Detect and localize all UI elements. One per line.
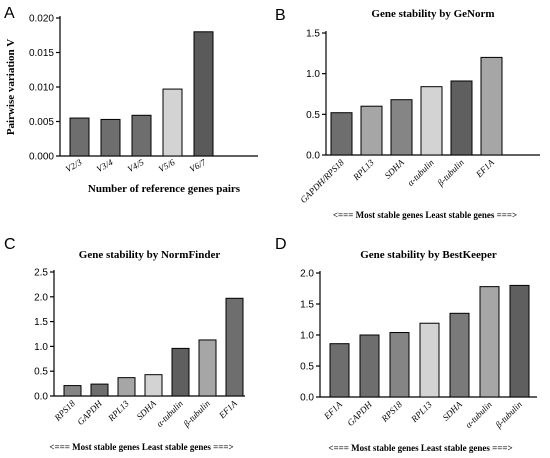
panel-d-letter: D: [275, 236, 287, 253]
panel-b-ytick-label: 1.0: [306, 69, 320, 80]
panel-d-category-label: SDHA: [441, 399, 465, 423]
panel-c-letter: C: [4, 236, 16, 253]
panel-c-category-label: α-tubulin: [154, 398, 185, 429]
panel-d-category-label: GAPDH: [345, 399, 374, 428]
panel-c-category-label: GAPDH: [75, 398, 104, 427]
panel-d-caption: <=== Most stable genes Least stable gene…: [328, 443, 512, 453]
panel-a-category-label: V2/3: [64, 157, 84, 174]
panel-b-caption: <=== Most stable genes Least stable gene…: [333, 210, 517, 220]
panel-d-bar: [359, 334, 380, 398]
panel-b-category-label: EF1A: [473, 157, 496, 180]
panel-c-ytick-label: 0.5: [34, 367, 48, 378]
panel-a-letter: A: [4, 5, 15, 22]
panel-c-bar: [171, 347, 190, 397]
panel-a-ytick-label: 0.020: [29, 14, 54, 25]
panel-d-ytick-label: 2.0: [300, 269, 314, 280]
panel-d-bar: [479, 286, 500, 398]
panel-b: B Gene stability by GeNorm 0.0 0.5 1.0 1.5 GA…: [275, 7, 540, 220]
panel-c-bar: [144, 374, 163, 397]
panel-a-ytick-label: 0.000: [29, 152, 54, 163]
panel-a-bar: [131, 114, 152, 157]
panel-a: A 0.000 0.005 0.010 0.015 0.020 V2/3 V3/4 V4/5 V…: [4, 5, 258, 195]
panel-c-bar: [90, 383, 109, 397]
panel-d-title: Gene stability by BestKeeper: [360, 249, 497, 261]
panel-a-category-label: V6/7: [188, 157, 208, 174]
panel-b-ytick-label: 0.5: [306, 110, 320, 121]
panel-b-ytick-label: 0.0: [306, 151, 320, 162]
panel-a-y-axis-label: Pairwise variation V: [5, 39, 17, 135]
panel-d-bar: [389, 332, 410, 398]
panel-c-category-label: RPL13: [105, 398, 131, 424]
panel-c-category-label: SDHA: [135, 398, 159, 422]
panel-c-category-label: RPS18: [52, 398, 77, 423]
panel-c-category-label: EF1A: [216, 398, 239, 421]
panel-a-bar: [193, 31, 214, 157]
panel-d-bar: [419, 322, 440, 398]
panel-b-bar: [390, 99, 413, 156]
panel-d: D Gene stability by BestKeeper 0.0 0.5 1.0 1…: [275, 236, 537, 453]
panel-b-category-label: RPL13: [350, 157, 376, 183]
panel-d-bar: [509, 284, 530, 398]
panel-d-category-label: RPS18: [379, 399, 404, 424]
panel-a-category-label: V3/4: [95, 157, 115, 174]
panel-b-letter: B: [275, 7, 286, 24]
panel-d-bar: [449, 312, 470, 398]
panel-b-bar: [420, 86, 443, 156]
panel-c-bar: [198, 339, 217, 397]
panel-b-bar: [360, 105, 383, 156]
panel-d-category-label: EF1A: [321, 399, 344, 422]
panel-c-category-label: β-tubulin: [181, 398, 212, 429]
panel-c-bar: [225, 297, 244, 397]
panel-c-caption: <=== Most stable genes Least stable gene…: [49, 442, 233, 452]
panel-b-category-label: GAPDH/RPS18: [298, 157, 346, 205]
panel-d-category-label: RPL13: [408, 399, 434, 425]
panel-c-ytick-label: 1.5: [34, 317, 48, 328]
panel-c-bar: [117, 377, 136, 397]
panel-a-bar: [100, 118, 121, 157]
panel-d-ytick-label: 1.0: [300, 331, 314, 342]
panel-d-bar: [329, 343, 350, 398]
panel-a-x-axis-label: Number of reference genes pairs: [88, 183, 241, 195]
panel-a-ytick-label: 0.015: [29, 48, 54, 59]
panel-c-ytick-label: 2.0: [34, 292, 48, 303]
panel-d-ytick-label: 1.5: [300, 300, 314, 311]
panel-b-category-label: β-tubulin: [435, 157, 466, 188]
panel-d-category-label: β-tubulin: [493, 399, 524, 430]
panel-a-ytick-label: 0.010: [29, 83, 54, 94]
panel-c-ytick-label: 1.0: [34, 342, 48, 353]
panel-d-ytick-label: 0.5: [300, 362, 314, 373]
panel-a-bar: [69, 117, 90, 157]
panel-b-category-label: α-tubulin: [405, 157, 436, 188]
panel-c-ytick-label: 0.0: [34, 392, 48, 403]
panel-a-bar: [162, 88, 183, 157]
panel-c-title: Gene stability by NormFinder: [79, 249, 221, 261]
panel-b-ytick-label: 1.5: [306, 29, 320, 40]
panel-c-bar: [63, 385, 82, 397]
panel-a-category-label: V4/5: [126, 157, 146, 174]
panel-b-bar: [450, 80, 473, 156]
panel-b-title: Gene stability by GeNorm: [371, 8, 494, 20]
panel-a-category-label: V5/6: [157, 157, 177, 174]
panel-d-ytick-label: 0.0: [300, 393, 314, 404]
panel-a-ytick-label: 0.005: [29, 117, 54, 128]
panel-d-category-label: α-tubulin: [463, 399, 494, 430]
panel-b-bar: [480, 56, 503, 156]
panel-b-category-label: SDHA: [383, 157, 407, 181]
panel-c-ytick-label: 2.5: [34, 268, 48, 279]
panel-b-bar: [330, 112, 353, 156]
panel-c: C Gene stability by NormFinder 0.0 0.5 1.0 1…: [4, 236, 245, 452]
